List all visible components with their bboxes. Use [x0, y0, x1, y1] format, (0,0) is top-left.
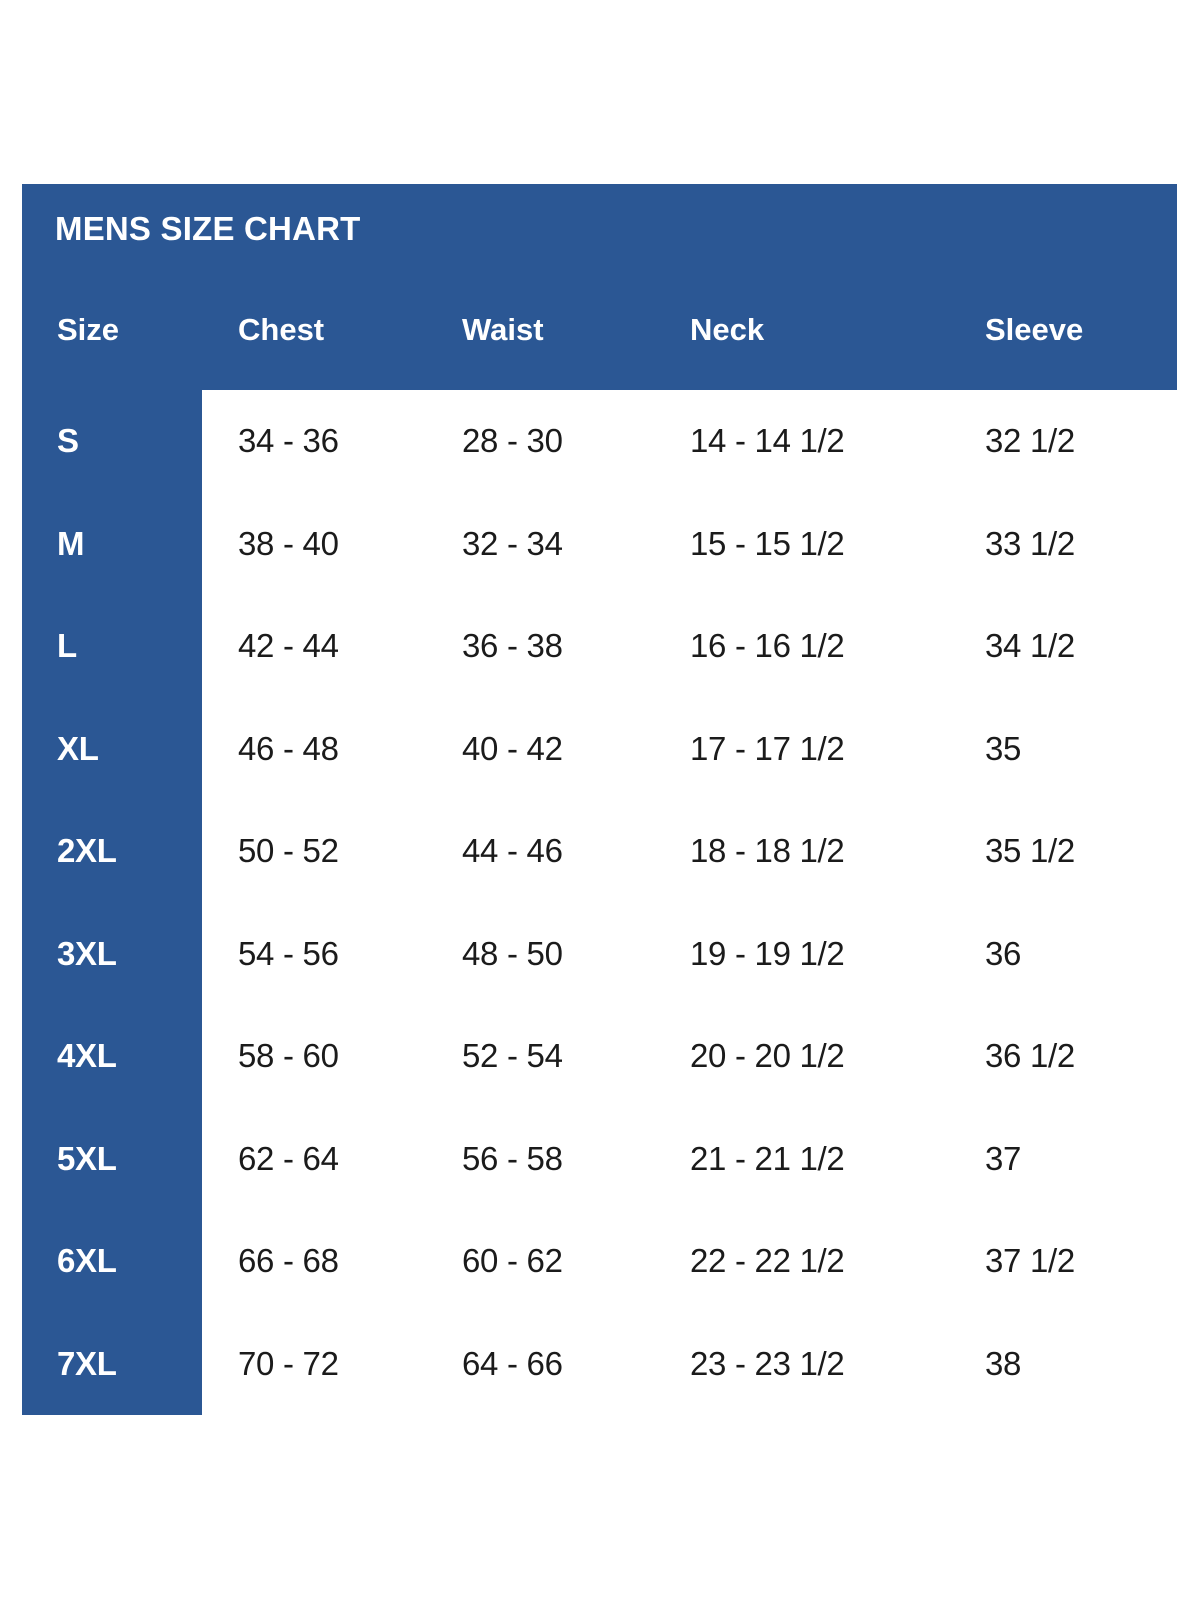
cell-chest: 66 - 68 — [238, 1242, 339, 1280]
cell-sleeve: 38 — [985, 1344, 1022, 1382]
table-body: S 34 - 36 28 - 30 14 - 14 1/2 32 1/2 M 3… — [22, 390, 1177, 1415]
table-row: 4XL 58 - 60 52 - 54 20 - 20 1/2 36 1/2 — [22, 1005, 1177, 1108]
table-row: 7XL 70 - 72 64 - 66 23 - 23 1/2 38 — [22, 1312, 1177, 1415]
cell-sleeve: 36 — [985, 934, 1022, 972]
row-size-label: M — [22, 492, 202, 595]
cell-neck: 20 - 20 1/2 — [690, 1037, 845, 1075]
table-row: 2XL 50 - 52 44 - 46 18 - 18 1/2 35 1/2 — [22, 800, 1177, 903]
row-size-label: 6XL — [22, 1210, 202, 1313]
row-size-label: 5XL — [22, 1107, 202, 1210]
cell-sleeve: 34 1/2 — [985, 627, 1075, 665]
cell-waist: 48 - 50 — [462, 934, 563, 972]
cell-chest: 34 - 36 — [238, 422, 339, 460]
cell-waist: 44 - 46 — [462, 832, 563, 870]
cell-sleeve: 35 1/2 — [985, 832, 1075, 870]
mens-size-chart-panel: MENS SIZE CHART Size Chest Waist Neck Sl… — [22, 184, 1177, 1415]
cell-neck: 22 - 22 1/2 — [690, 1242, 845, 1280]
cell-waist: 56 - 58 — [462, 1139, 563, 1177]
cell-chest: 46 - 48 — [238, 729, 339, 767]
cell-neck: 17 - 17 1/2 — [690, 729, 845, 767]
cell-waist: 60 - 62 — [462, 1242, 563, 1280]
column-header-size: Size — [57, 312, 120, 347]
cell-sleeve: 37 1/2 — [985, 1242, 1075, 1280]
cell-waist: 32 - 34 — [462, 524, 563, 562]
chart-title: MENS SIZE CHART — [55, 210, 361, 247]
cell-chest: 38 - 40 — [238, 524, 339, 562]
cell-sleeve: 37 — [985, 1139, 1022, 1177]
cell-sleeve: 32 1/2 — [985, 422, 1075, 460]
cell-waist: 28 - 30 — [462, 422, 563, 460]
cell-neck: 14 - 14 1/2 — [690, 422, 845, 460]
row-size-label: L — [22, 595, 202, 698]
column-header-sleeve: Sleeve — [985, 312, 1084, 347]
row-size-label: 3XL — [22, 902, 202, 1005]
cell-chest: 70 - 72 — [238, 1344, 339, 1382]
cell-chest: 58 - 60 — [238, 1037, 339, 1075]
table-row: 5XL 62 - 64 56 - 58 21 - 21 1/2 37 — [22, 1107, 1177, 1210]
cell-neck: 21 - 21 1/2 — [690, 1139, 845, 1177]
cell-waist: 40 - 42 — [462, 729, 563, 767]
table-row: M 38 - 40 32 - 34 15 - 15 1/2 33 1/2 — [22, 492, 1177, 595]
row-size-label: 2XL — [22, 800, 202, 903]
cell-neck: 15 - 15 1/2 — [690, 524, 845, 562]
table-row: 3XL 54 - 56 48 - 50 19 - 19 1/2 36 — [22, 902, 1177, 1005]
cell-chest: 42 - 44 — [238, 627, 339, 665]
table-row: 6XL 66 - 68 60 - 62 22 - 22 1/2 37 1/2 — [22, 1210, 1177, 1313]
chart-header-band: MENS SIZE CHART Size Chest Waist Neck Sl… — [22, 184, 1177, 390]
cell-waist: 52 - 54 — [462, 1037, 563, 1075]
cell-waist: 64 - 66 — [462, 1344, 563, 1382]
cell-waist: 36 - 38 — [462, 627, 563, 665]
cell-sleeve: 33 1/2 — [985, 524, 1075, 562]
cell-neck: 23 - 23 1/2 — [690, 1344, 845, 1382]
table-row: L 42 - 44 36 - 38 16 - 16 1/2 34 1/2 — [22, 595, 1177, 698]
table-row: S 34 - 36 28 - 30 14 - 14 1/2 32 1/2 — [22, 390, 1177, 493]
column-header-neck: Neck — [690, 312, 765, 347]
column-header-waist: Waist — [462, 312, 544, 347]
cell-chest: 54 - 56 — [238, 934, 339, 972]
column-header-row: Size Chest Waist Neck Sleeve — [22, 312, 1177, 348]
cell-neck: 16 - 16 1/2 — [690, 627, 845, 665]
cell-sleeve: 35 — [985, 729, 1022, 767]
cell-chest: 50 - 52 — [238, 832, 339, 870]
cell-neck: 19 - 19 1/2 — [690, 934, 845, 972]
table-row: XL 46 - 48 40 - 42 17 - 17 1/2 35 — [22, 697, 1177, 800]
row-size-label: S — [22, 390, 202, 493]
cell-neck: 18 - 18 1/2 — [690, 832, 845, 870]
row-size-label: 7XL — [22, 1312, 202, 1415]
cell-sleeve: 36 1/2 — [985, 1037, 1075, 1075]
column-header-chest: Chest — [238, 312, 325, 347]
row-size-label: 4XL — [22, 1005, 202, 1108]
cell-chest: 62 - 64 — [238, 1139, 339, 1177]
row-size-label: XL — [22, 697, 202, 800]
